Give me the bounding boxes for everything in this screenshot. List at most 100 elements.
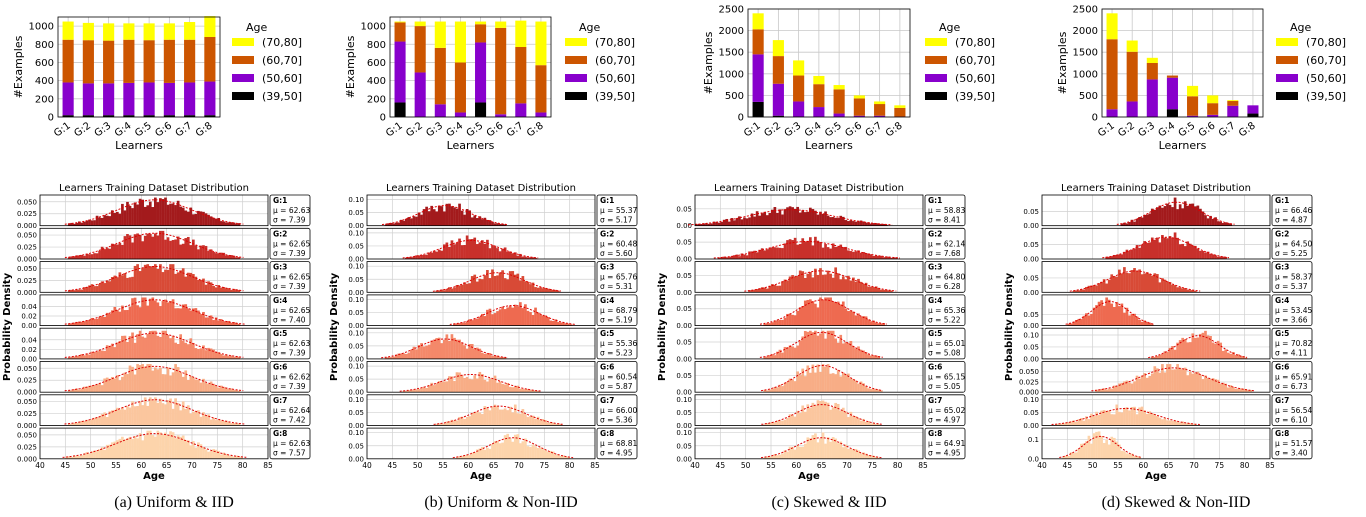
histogram-bar	[841, 372, 845, 393]
stats-box	[1271, 194, 1313, 227]
bar-segment	[123, 23, 135, 40]
histogram-bar	[816, 274, 820, 293]
histogram-bar	[1123, 222, 1126, 226]
histogram-bar	[781, 453, 784, 459]
histogram-bar	[1072, 321, 1076, 326]
histogram-bar	[184, 210, 188, 226]
bar-segment	[204, 37, 216, 82]
row-frame	[694, 227, 924, 260]
histogram-bar	[801, 336, 805, 359]
histogram-bar	[776, 351, 779, 359]
histogram-bar	[202, 378, 205, 393]
learner-row: 0.050.00G:2μ = 64.50σ = 5.25	[1023, 227, 1313, 264]
histogram-bar	[93, 450, 96, 459]
histogram-bar	[128, 436, 132, 459]
histogram-bar	[460, 374, 464, 393]
histogram-bar	[161, 434, 165, 459]
y-tick-label: 500	[725, 91, 744, 102]
histogram-bar	[470, 344, 474, 359]
y-tick-label: 0.050	[1019, 368, 1039, 376]
histogram-bar	[809, 237, 812, 259]
row-frame	[39, 261, 269, 293]
histogram-bar	[836, 218, 840, 226]
histogram-bar	[235, 423, 238, 426]
histogram-bar	[222, 287, 226, 293]
histogram-bar	[498, 223, 502, 226]
histogram-bar	[1150, 324, 1154, 326]
histogram-bar	[771, 354, 774, 359]
histogram-bar	[877, 356, 881, 359]
histogram-bar	[733, 220, 736, 226]
bar-segment	[772, 56, 784, 84]
histogram-bar	[1201, 211, 1205, 226]
histogram-bar	[521, 441, 525, 459]
histogram-bar	[519, 302, 522, 326]
histogram-bar	[829, 248, 832, 259]
histogram-bar	[113, 212, 117, 226]
histogram-bar	[1178, 287, 1182, 293]
histogram-bar	[551, 289, 555, 293]
histogram-bar	[126, 201, 129, 226]
histogram-bar	[189, 207, 193, 226]
histogram-bar	[156, 302, 160, 326]
x-tick-label: 40	[362, 461, 372, 470]
histogram-bar	[435, 338, 439, 359]
bar-segment	[103, 115, 115, 117]
histogram-bar	[852, 346, 855, 359]
histogram-bar	[816, 307, 820, 326]
bar-segment	[833, 113, 845, 117]
histogram-bar	[819, 371, 822, 393]
histogram-bar	[1229, 223, 1233, 226]
stats-std: σ = 4.95	[600, 449, 633, 458]
histogram-bar	[803, 376, 807, 393]
bar-segment	[874, 101, 886, 105]
histogram-bar	[141, 336, 145, 359]
histogram-bar	[1123, 407, 1126, 426]
histogram-bar	[427, 344, 431, 359]
histogram-bar	[118, 243, 122, 259]
stats-mean: μ = 51.57	[1275, 439, 1313, 448]
histogram-bar	[1125, 307, 1129, 326]
histogram-bar	[834, 338, 838, 359]
histogram-bar	[1118, 269, 1121, 293]
histogram-bar	[727, 221, 731, 226]
histogram-bar	[1176, 421, 1179, 426]
histogram-bar	[1150, 237, 1154, 259]
histogram-bar	[859, 316, 863, 326]
histogram-bar	[1221, 350, 1225, 359]
bar-segment	[1227, 101, 1239, 106]
histogram-bar	[1067, 422, 1071, 426]
histogram-bar	[529, 389, 532, 393]
histogram-bar	[814, 236, 817, 259]
histogram-bar	[430, 205, 434, 226]
histogram-bar	[230, 455, 233, 459]
histogram-bar	[1105, 297, 1109, 326]
stats-box	[596, 394, 638, 426]
histogram-bar	[468, 239, 472, 259]
histogram-bar	[1206, 251, 1210, 259]
histogram-bar	[389, 222, 393, 226]
row-frame	[39, 294, 269, 326]
row-frame	[366, 394, 596, 426]
histogram-bar	[483, 243, 487, 259]
histogram-bar	[136, 305, 139, 326]
histogram-bar	[862, 283, 865, 293]
histogram-bar	[864, 453, 868, 459]
histogram-bar	[189, 245, 193, 259]
histogram-bar	[458, 203, 461, 226]
bar-segment	[204, 16, 216, 37]
y-tick-label: 0.1	[1028, 436, 1039, 444]
histogram-bar	[209, 381, 213, 393]
histogram-bar	[826, 297, 830, 326]
fit-curve	[1091, 367, 1255, 392]
histogram-bar	[146, 305, 150, 326]
histogram-bar	[1107, 299, 1111, 326]
histogram-bar	[733, 255, 736, 259]
histogram-bar	[478, 448, 482, 459]
histogram-bar	[819, 438, 822, 459]
x-tick-label: 85	[590, 461, 600, 470]
histogram-bar	[197, 410, 200, 426]
histogram-bar	[176, 367, 180, 393]
histogram-bar	[237, 390, 241, 393]
histogram-bar	[164, 269, 167, 293]
